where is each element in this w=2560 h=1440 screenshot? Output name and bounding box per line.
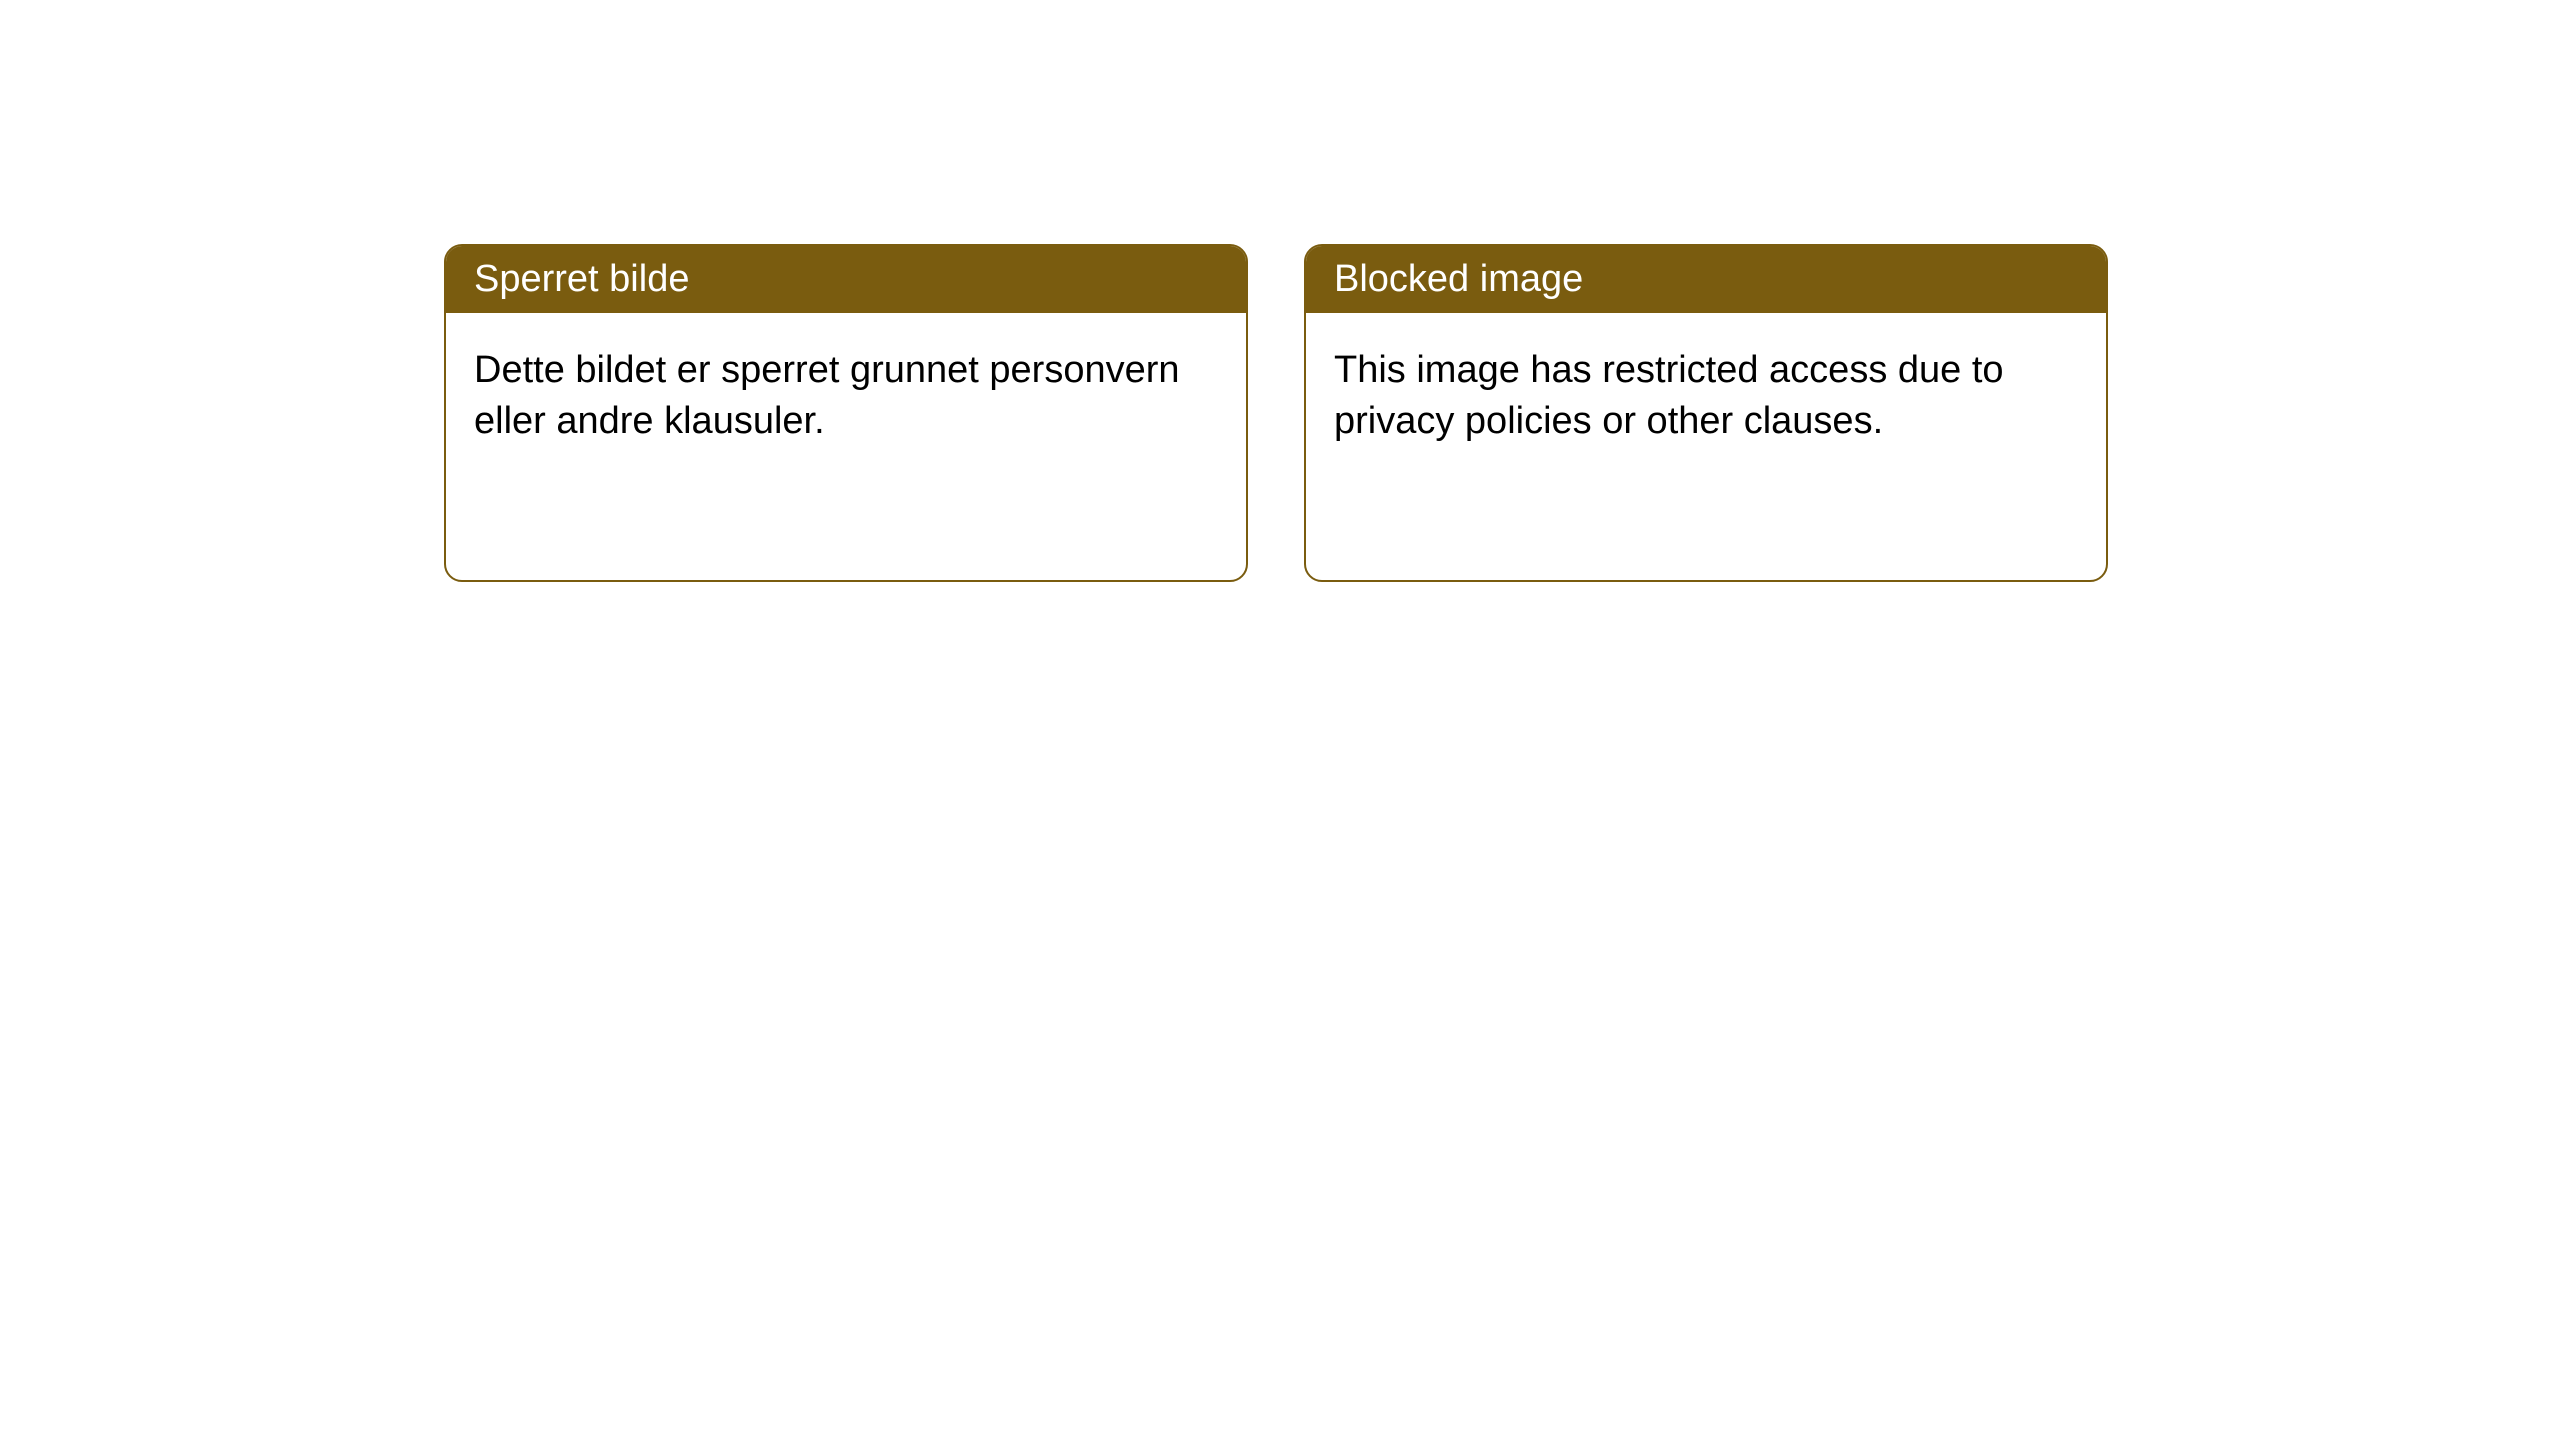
notice-body: This image has restricted access due to … — [1306, 313, 2106, 480]
notice-card-container: Sperret bilde Dette bildet er sperret gr… — [444, 244, 2108, 582]
notice-card-norwegian: Sperret bilde Dette bildet er sperret gr… — [444, 244, 1248, 582]
notice-header: Blocked image — [1306, 246, 2106, 313]
notice-header: Sperret bilde — [446, 246, 1246, 313]
notice-card-english: Blocked image This image has restricted … — [1304, 244, 2108, 582]
notice-body: Dette bildet er sperret grunnet personve… — [446, 313, 1246, 480]
